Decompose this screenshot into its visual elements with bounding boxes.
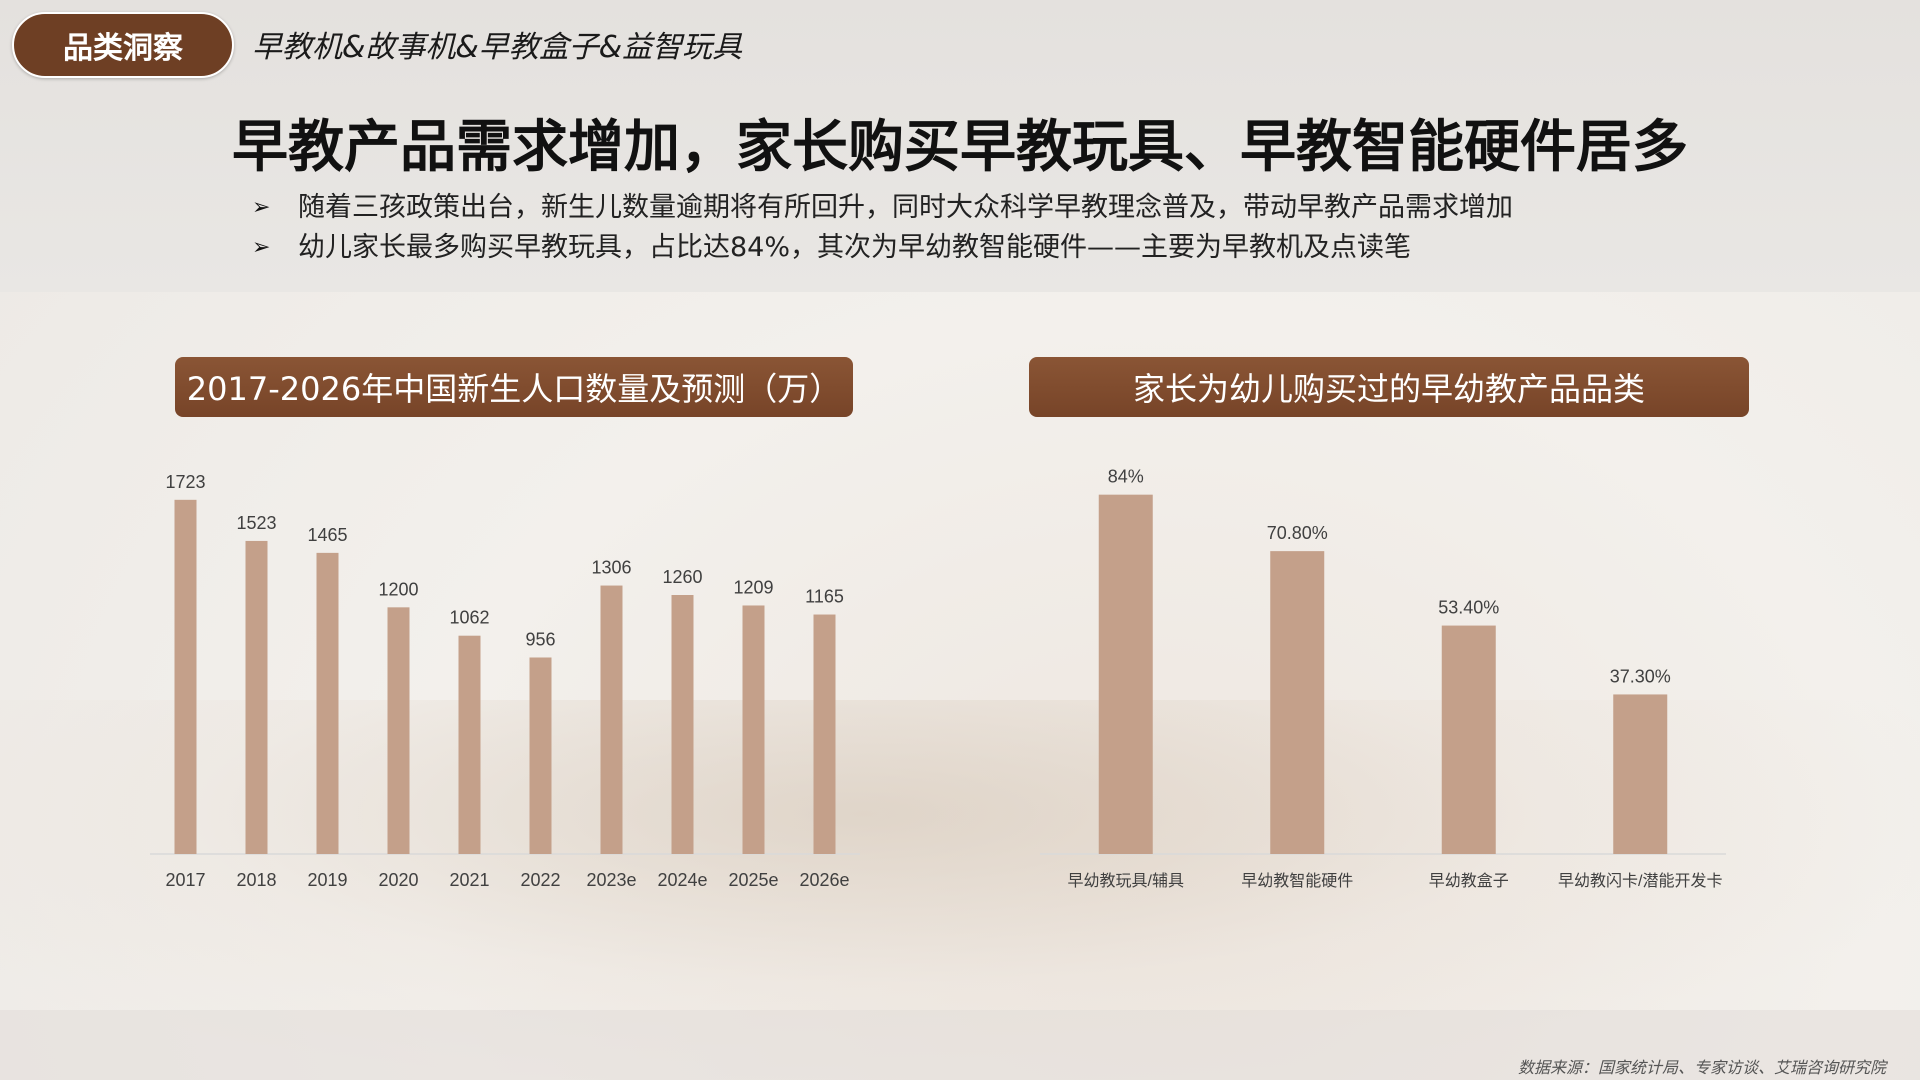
bar-value-label: 84% (1108, 467, 1144, 487)
bar (1613, 694, 1668, 854)
bar (671, 595, 694, 854)
x-tick-label: 2018 (236, 870, 276, 890)
x-tick-label: 2017 (165, 870, 205, 890)
x-tick-label: 2019 (307, 870, 347, 890)
bar-value-label: 1200 (378, 579, 418, 599)
chart-title-products: 家长为幼儿购买过的早幼教产品品类 (1029, 357, 1749, 417)
bar (1441, 625, 1496, 854)
bar-value-label: 53.40% (1438, 598, 1499, 618)
arrow-bullet-icon: ➢ (252, 235, 271, 260)
chart-title-births: 2017-2026年中国新生人口数量及预测（万） (175, 357, 853, 417)
bar-value-label: 956 (525, 629, 555, 649)
bar (174, 499, 197, 854)
bar-value-label: 1260 (662, 567, 702, 587)
bullet-text: 幼儿家长最多购买早教玩具，占比达84%，其次为早幼教智能硬件——主要为早教机及点… (298, 232, 1412, 263)
bar (1270, 551, 1325, 854)
births-bar-chart: 1723 2017 1523 2018 1465 2019 1200 2020 1062 2021… (150, 472, 860, 890)
x-tick-label: 早幼教智能硬件 (1241, 872, 1353, 890)
bullet-list: ➢ 随着三孩政策出台，新生儿数量逾期将有所回升，同时大众科学早教理念普及，带动早… (252, 188, 1513, 268)
x-tick-label: 2026e (799, 870, 849, 890)
x-tick-label: 2025e (728, 870, 778, 890)
page-title: 早教产品需求增加，家长购买早教玩具、早教智能硬件居多 (232, 115, 1688, 180)
x-tick-label: 早幼教闪卡/潜能开发卡 (1558, 872, 1722, 890)
x-tick-label: 早幼教玩具/辅具 (1068, 872, 1184, 890)
bar (1098, 494, 1153, 854)
bar-value-label: 1306 (591, 558, 631, 578)
x-tick-label: 2020 (378, 870, 418, 890)
x-tick-label: 2021 (449, 870, 489, 890)
footer-band (0, 1010, 1920, 1080)
bar-value-label: 70.80% (1267, 523, 1328, 543)
bullet-item: ➢ 幼儿家长最多购买早教玩具，占比达84%，其次为早幼教智能硬件——主要为早教机… (252, 228, 1513, 268)
bar (813, 614, 836, 854)
data-source: 数据来源：国家统计局、专家访谈、艾瑞咨询研究院 (1517, 1058, 1886, 1077)
bar (387, 607, 410, 854)
bar (742, 605, 765, 854)
bar (600, 585, 623, 854)
bar-value-label: 1209 (733, 577, 773, 597)
bar-value-label: 1165 (805, 587, 844, 607)
bar (529, 657, 552, 854)
arrow-bullet-icon: ➢ (252, 195, 271, 220)
x-tick-label: 2024e (657, 870, 707, 890)
bullet-item: ➢ 随着三孩政策出台，新生儿数量逾期将有所回升，同时大众科学早教理念普及，带动早… (252, 188, 1513, 228)
category-badge: 品类洞察 (12, 12, 234, 78)
bar-value-label: 37.30% (1610, 666, 1671, 686)
bar-value-label: 1523 (236, 513, 276, 533)
header-band (0, 0, 1920, 292)
x-tick-label: 2022 (520, 870, 560, 890)
bullet-text: 随着三孩政策出台，新生儿数量逾期将有所回升，同时大众科学早教理念普及，带动早教产… (298, 192, 1513, 223)
bar (316, 552, 339, 854)
x-tick-label: 2023e (586, 870, 636, 890)
bar-value-label: 1465 (307, 525, 347, 545)
bar-value-label: 1062 (449, 608, 489, 628)
x-tick-label: 早幼教盒子 (1429, 872, 1509, 890)
products-bar-chart: 84% 早幼教玩具/辅具 70.80% 早幼教智能硬件 53.40% 早幼教盒子 37.30… (1040, 467, 1726, 890)
category-subtitle: 早教机&故事机&早教盒子&益智玩具 (252, 30, 743, 65)
bar (458, 635, 481, 854)
bar (245, 540, 268, 854)
bar-value-label: 1723 (165, 472, 205, 492)
